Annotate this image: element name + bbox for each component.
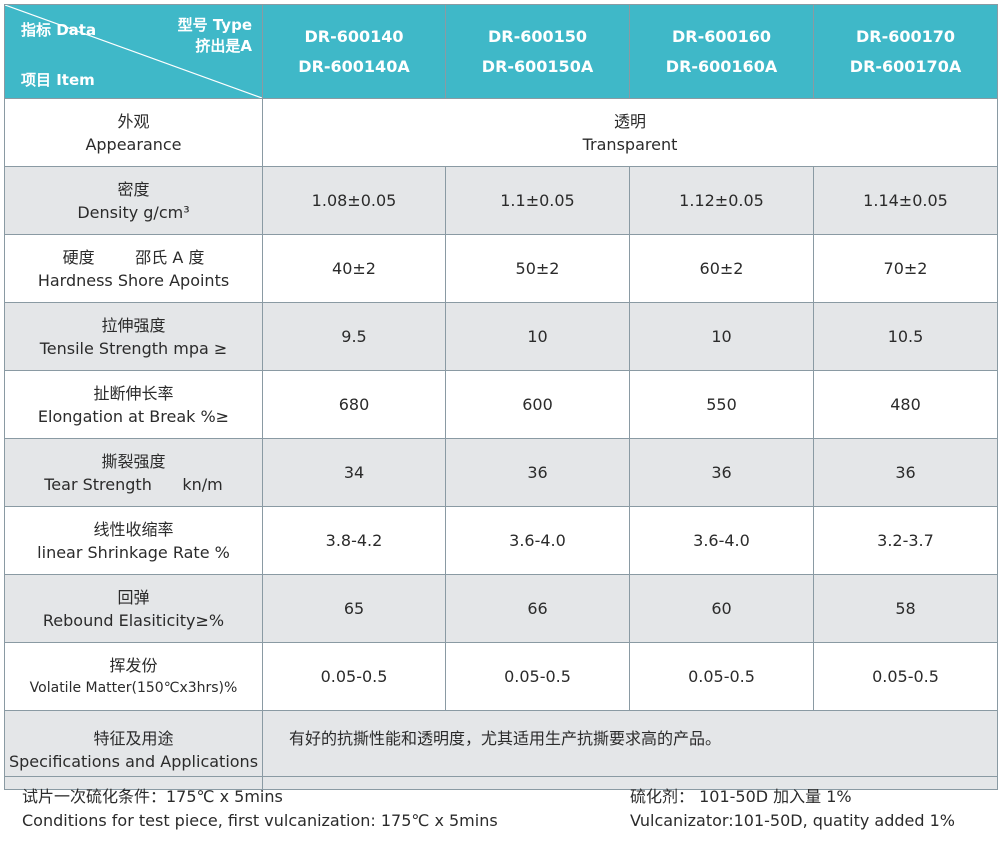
table-row: 挥发份 Volatile Matter(150℃x3hrs)% 0.05-0.5 …	[4, 642, 998, 711]
footer-right: 硫化剂： 101-50D 加入量 1% Vulcanizator:101-50D…	[630, 785, 955, 833]
table-row: 扯断伸长率 Elongation at Break %≥ 680 600 550 …	[4, 370, 998, 439]
appearance-label: 外观 Appearance	[4, 98, 263, 167]
row-label: 撕裂强度 Tear Strength kn/m	[4, 438, 263, 507]
table-cell: 1.1±0.05	[445, 166, 630, 235]
appearance-value: 透明 Transparent	[262, 98, 998, 167]
table-cell: 1.08±0.05	[262, 166, 446, 235]
table-row: 撕裂强度 Tear Strength kn/m 34 36 36 36	[4, 438, 998, 507]
footer-left-cn: 试片一次硫化条件：175℃ x 5mins	[22, 787, 283, 806]
row-label: 回弹 Rebound Elasiticity≥%	[4, 574, 263, 643]
footer-right-en: Vulcanizator:101-50D, quatity added 1%	[630, 811, 955, 830]
table-cell: 40±2	[262, 234, 446, 303]
table-cell: 3.6-4.0	[629, 506, 814, 575]
header-corner-cell: 指标 Data 型号 Type 挤出是A 项目 Item	[4, 4, 263, 99]
table-cell: 50±2	[445, 234, 630, 303]
diagonal-divider	[5, 5, 262, 98]
footer-left: 试片一次硫化条件：175℃ x 5mins Conditions for tes…	[22, 785, 498, 833]
header-row: 指标 Data 型号 Type 挤出是A 项目 Item DR-600140 DR…	[4, 4, 998, 99]
table-cell: 0.05-0.5	[262, 642, 446, 711]
model-header-1: DR-600140 DR-600140A	[262, 4, 446, 99]
table-cell: 65	[262, 574, 446, 643]
corner-item-label: 项目 Item	[21, 71, 95, 89]
row-label: 扯断伸长率 Elongation at Break %≥	[4, 370, 263, 439]
model-header-4: DR-600170 DR-600170A	[813, 4, 998, 99]
table-cell: 3.8-4.2	[262, 506, 446, 575]
footer-notes: 试片一次硫化条件：175℃ x 5mins Conditions for tes…	[4, 776, 997, 843]
table-row: 密度 Density g/cm³ 1.08±0.05 1.1±0.05 1.12±…	[4, 166, 998, 235]
row-label: 密度 Density g/cm³	[4, 166, 263, 235]
spec-table: 指标 Data 型号 Type 挤出是A 项目 Item DR-600140 DR…	[4, 4, 998, 790]
table-cell: 60	[629, 574, 814, 643]
table-cell: 10.5	[813, 302, 998, 371]
table-cell: 10	[629, 302, 814, 371]
table-cell: 480	[813, 370, 998, 439]
table-cell: 3.6-4.0	[445, 506, 630, 575]
table-cell: 70±2	[813, 234, 998, 303]
row-label: 拉伸强度 Tensile Strength mpa ≥	[4, 302, 263, 371]
table-cell: 0.05-0.5	[813, 642, 998, 711]
table-cell: 1.14±0.05	[813, 166, 998, 235]
table-cell: 10	[445, 302, 630, 371]
table-cell: 66	[445, 574, 630, 643]
table-cell: 9.5	[262, 302, 446, 371]
row-label: 挥发份 Volatile Matter(150℃x3hrs)%	[4, 642, 263, 711]
table-cell: 550	[629, 370, 814, 439]
table-cell: 1.12±0.05	[629, 166, 814, 235]
model-header-3: DR-600160 DR-600160A	[629, 4, 814, 99]
footer-left-en: Conditions for test piece, first vulcani…	[22, 811, 498, 830]
table-cell: 58	[813, 574, 998, 643]
row-label: 线性收缩率 linear Shrinkage Rate %	[4, 506, 263, 575]
table-cell: 0.05-0.5	[445, 642, 630, 711]
table-row: 拉伸强度 Tensile Strength mpa ≥ 9.5 10 10 10.…	[4, 302, 998, 371]
table-row: 硬度 邵氏 A 度 Hardness Shore Apoints 40±2 50±…	[4, 234, 998, 303]
row-label: 硬度 邵氏 A 度 Hardness Shore Apoints	[4, 234, 263, 303]
table-row: 回弹 Rebound Elasiticity≥% 65 66 60 58	[4, 574, 998, 643]
corner-data-label: 指标 Data	[21, 21, 97, 39]
table-cell: 0.05-0.5	[629, 642, 814, 711]
appearance-row: 外观 Appearance 透明 Transparent	[4, 98, 998, 167]
table-cell: 36	[813, 438, 998, 507]
table-cell: 60±2	[629, 234, 814, 303]
model-header-2: DR-600150 DR-600150A	[445, 4, 630, 99]
footer-right-cn: 硫化剂： 101-50D 加入量 1%	[630, 787, 852, 806]
table-cell: 600	[445, 370, 630, 439]
table-row: 线性收缩率 linear Shrinkage Rate % 3.8-4.2 3.6…	[4, 506, 998, 575]
corner-type-label: 型号 Type 挤出是A	[177, 16, 252, 55]
table-cell: 3.2-3.7	[813, 506, 998, 575]
table-cell: 36	[445, 438, 630, 507]
table-cell: 680	[262, 370, 446, 439]
table-cell: 36	[629, 438, 814, 507]
table-cell: 34	[262, 438, 446, 507]
